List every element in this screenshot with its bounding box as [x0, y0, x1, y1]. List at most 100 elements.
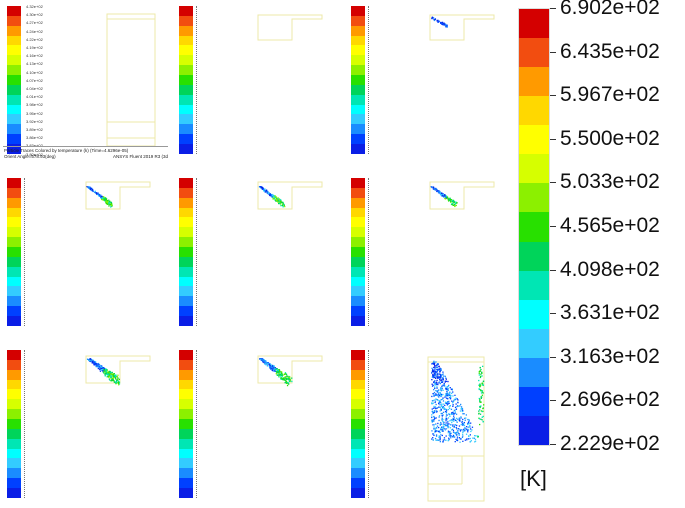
particle [468, 435, 470, 437]
particle [436, 189, 438, 191]
particle [447, 427, 449, 429]
particle [457, 402, 459, 404]
mini-colorbar [179, 178, 193, 326]
particle [113, 380, 115, 382]
particle [442, 426, 444, 429]
particle [440, 21, 442, 24]
particle [464, 417, 466, 419]
panel-9 [344, 344, 514, 504]
particle [456, 398, 458, 400]
mini-colorbar-segment [7, 197, 21, 208]
colorbar-tick [550, 269, 556, 271]
particle [275, 368, 277, 370]
particle [264, 360, 266, 362]
panel-4 [0, 172, 170, 332]
particle [478, 371, 480, 373]
particle [479, 401, 481, 403]
mini-colorbar-segment [351, 276, 365, 287]
particle [111, 371, 113, 374]
particle [439, 423, 441, 425]
particle [471, 429, 473, 431]
particle [285, 379, 287, 381]
particle [464, 429, 466, 431]
particle [458, 419, 461, 421]
particle [284, 376, 286, 378]
particle [479, 386, 481, 388]
particle [474, 440, 477, 442]
particle [440, 390, 442, 392]
particle [273, 198, 275, 200]
mini-colorbar-segment [179, 25, 193, 36]
mini-colorbar-segment [351, 207, 365, 218]
particle [434, 410, 436, 412]
particle [434, 384, 436, 386]
particle [439, 371, 441, 373]
particle [95, 365, 97, 367]
particle [468, 420, 470, 422]
particle [439, 424, 441, 426]
particle [108, 205, 110, 207]
particle [431, 372, 433, 374]
mini-colorbar-segment [179, 65, 193, 76]
particle [105, 373, 107, 375]
particle [450, 394, 452, 397]
particle [102, 370, 104, 372]
particle [461, 423, 464, 425]
particle [440, 428, 442, 431]
particle [437, 383, 439, 386]
mini-colorbar-segment [351, 399, 365, 410]
mini-colorbar-segment [179, 84, 193, 95]
mini-colorbar-segment [7, 478, 21, 489]
particle [450, 199, 452, 201]
particle [431, 416, 433, 418]
particle [438, 436, 440, 439]
particle [437, 364, 439, 366]
particle [286, 384, 289, 387]
chamber-outline [106, 13, 156, 147]
particle [112, 376, 114, 378]
particle [112, 375, 114, 377]
particle [451, 200, 453, 203]
particle [481, 416, 483, 418]
particle [479, 385, 481, 387]
particle [448, 384, 450, 387]
mini-ticks [196, 6, 201, 154]
particle [263, 190, 266, 192]
particle [433, 381, 435, 384]
particle [456, 421, 458, 423]
particle [284, 205, 286, 208]
mini-colorbar-segment [179, 478, 193, 489]
particle [439, 376, 441, 378]
particle [438, 21, 440, 23]
particle [102, 196, 105, 198]
particle [116, 379, 118, 381]
particle [433, 391, 436, 394]
particle [436, 439, 438, 441]
particle [112, 375, 115, 377]
particle [431, 403, 433, 405]
particle [441, 388, 443, 390]
mini-colorbar [7, 6, 21, 154]
particle [265, 191, 267, 193]
particle [480, 390, 482, 392]
particle [439, 367, 441, 369]
particle [288, 378, 290, 380]
particle [452, 404, 454, 406]
particle [450, 408, 453, 410]
particle-spray [258, 186, 286, 208]
particle [444, 410, 447, 413]
particle [456, 202, 458, 204]
particle [109, 371, 111, 373]
particle [259, 186, 261, 188]
particle [431, 400, 434, 402]
particle [289, 377, 291, 379]
particle [91, 361, 94, 363]
particle [435, 434, 438, 436]
particle [462, 431, 464, 433]
particle [110, 201, 112, 203]
particle [99, 368, 101, 371]
particle [482, 407, 484, 410]
particle [452, 418, 454, 421]
mini-colorbar-segment [7, 207, 21, 218]
particle [480, 373, 482, 375]
